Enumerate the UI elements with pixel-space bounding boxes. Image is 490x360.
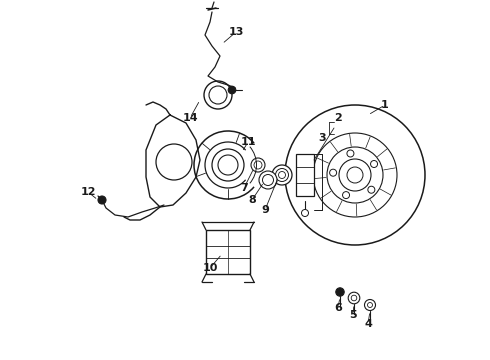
Circle shape — [212, 149, 244, 181]
Text: 13: 13 — [228, 27, 244, 37]
Circle shape — [330, 169, 337, 176]
Text: 7: 7 — [240, 183, 248, 193]
Text: 9: 9 — [261, 205, 269, 215]
Circle shape — [98, 196, 106, 204]
Circle shape — [254, 161, 262, 169]
Circle shape — [348, 292, 360, 304]
Circle shape — [285, 105, 425, 245]
Circle shape — [347, 150, 354, 157]
Text: 4: 4 — [364, 319, 372, 329]
Text: 3: 3 — [318, 133, 326, 143]
Circle shape — [343, 192, 349, 199]
Circle shape — [347, 167, 363, 183]
Text: 8: 8 — [248, 195, 256, 205]
Circle shape — [336, 288, 344, 296]
Text: 2: 2 — [334, 113, 342, 123]
Circle shape — [263, 175, 273, 185]
FancyBboxPatch shape — [206, 230, 250, 274]
Text: 14: 14 — [182, 113, 198, 123]
Circle shape — [251, 158, 265, 172]
Circle shape — [156, 144, 192, 180]
Circle shape — [278, 171, 286, 179]
Circle shape — [370, 161, 378, 167]
Circle shape — [272, 165, 292, 185]
Text: 11: 11 — [240, 137, 256, 147]
Circle shape — [351, 295, 357, 301]
Circle shape — [339, 159, 371, 191]
Circle shape — [368, 302, 372, 307]
Circle shape — [327, 147, 383, 203]
Circle shape — [275, 168, 289, 181]
Circle shape — [301, 210, 309, 216]
Circle shape — [313, 133, 397, 217]
Circle shape — [209, 86, 227, 104]
Circle shape — [368, 186, 375, 193]
Text: 5: 5 — [349, 310, 357, 320]
Circle shape — [218, 155, 238, 175]
Circle shape — [365, 300, 375, 310]
Circle shape — [228, 86, 236, 94]
Text: 6: 6 — [334, 303, 342, 313]
Circle shape — [259, 171, 277, 189]
Text: 12: 12 — [80, 187, 96, 197]
Text: 1: 1 — [381, 100, 389, 110]
Text: 10: 10 — [202, 263, 218, 273]
Circle shape — [204, 81, 232, 109]
FancyBboxPatch shape — [296, 154, 314, 196]
